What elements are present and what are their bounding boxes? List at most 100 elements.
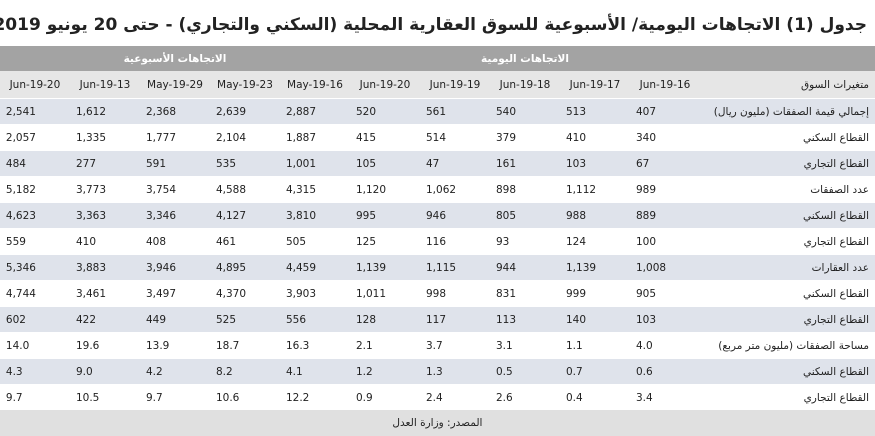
value-cell: 889 bbox=[630, 202, 700, 229]
row-label: إجمالي قيمة الصفقات (مليون ريال) bbox=[700, 98, 875, 125]
row-label: عدد العقارات bbox=[700, 254, 875, 281]
column-header: متغيرات السوق bbox=[700, 71, 875, 99]
row-label: القطاع السكني bbox=[700, 358, 875, 385]
row-label: القطاع التجاري bbox=[700, 228, 875, 255]
value-cell: 16.3 bbox=[279, 332, 350, 359]
group-header: الاتجاهات الأسبوعية bbox=[0, 46, 350, 71]
value-cell: 340 bbox=[630, 124, 700, 151]
value-cell: 3,810 bbox=[279, 202, 350, 229]
value-cell: 1,335 bbox=[69, 124, 140, 151]
column-header-row: متغيرات السوق 16-Jun-19 17-Jun-19 18-Jun-19… bbox=[0, 71, 875, 99]
value-cell: 2.6 bbox=[490, 384, 560, 410]
value-cell: 999 bbox=[560, 280, 630, 307]
column-header: 29-May-19 bbox=[139, 71, 210, 99]
data-row: القطاع السكني 889 988 805 946 995 3,810 4,127 3,… bbox=[0, 202, 875, 229]
value-cell: 2,368 bbox=[139, 98, 210, 125]
column-header: 20-Jun-19 bbox=[349, 71, 420, 99]
value-cell: 1,062 bbox=[420, 176, 490, 203]
value-cell: 3,883 bbox=[69, 254, 140, 281]
row-label: القطاع السكني bbox=[700, 124, 875, 151]
value-cell: 1,139 bbox=[560, 254, 630, 281]
value-cell: 3,363 bbox=[69, 202, 140, 229]
value-cell: 0.6 bbox=[630, 358, 700, 385]
value-cell: 2,639 bbox=[209, 98, 280, 125]
value-cell: 4.3 bbox=[0, 358, 70, 385]
value-cell: 379 bbox=[490, 124, 560, 151]
value-cell: 1.2 bbox=[349, 358, 420, 385]
value-cell: 9.7 bbox=[0, 384, 70, 410]
row-label: القطاع السكني bbox=[700, 202, 875, 229]
value-cell: 998 bbox=[420, 280, 490, 307]
data-row: عدد العقارات 1,008 1,139 944 1,115 1,139 4,459… bbox=[0, 254, 875, 281]
value-cell: 561 bbox=[420, 98, 490, 125]
value-cell: 514 bbox=[420, 124, 490, 151]
data-row: عدد الصفقات 989 1,112 898 1,062 1,120 4,315 4,5… bbox=[0, 176, 875, 203]
data-row: القطاع السكني 905 999 831 998 1,011 3,903 4,370… bbox=[0, 280, 875, 307]
value-cell: 5,346 bbox=[0, 254, 70, 281]
value-cell: 1,120 bbox=[349, 176, 420, 203]
value-cell: 410 bbox=[69, 228, 140, 255]
value-cell: 117 bbox=[420, 306, 490, 333]
value-cell: 3,773 bbox=[69, 176, 140, 203]
value-cell: 1,008 bbox=[630, 254, 700, 281]
value-cell: 125 bbox=[349, 228, 420, 255]
row-label: القطاع التجاري bbox=[700, 306, 875, 333]
value-cell: 1,112 bbox=[560, 176, 630, 203]
value-cell: 0.4 bbox=[560, 384, 630, 410]
value-cell: 989 bbox=[630, 176, 700, 203]
value-cell: 4,127 bbox=[209, 202, 280, 229]
value-cell: 0.5 bbox=[490, 358, 560, 385]
value-cell: 805 bbox=[490, 202, 560, 229]
value-cell: 13.9 bbox=[139, 332, 210, 359]
value-cell: 0.7 bbox=[560, 358, 630, 385]
value-cell: 484 bbox=[0, 150, 70, 177]
value-cell: 1,887 bbox=[279, 124, 350, 151]
value-cell: 1,612 bbox=[69, 98, 140, 125]
value-cell: 415 bbox=[349, 124, 420, 151]
column-header: 16-May-19 bbox=[279, 71, 350, 99]
value-cell: 19.6 bbox=[69, 332, 140, 359]
value-cell: 4.0 bbox=[630, 332, 700, 359]
value-cell: 1,115 bbox=[420, 254, 490, 281]
row-label: القطاع التجاري bbox=[700, 384, 875, 410]
value-cell: 535 bbox=[209, 150, 280, 177]
column-header: 19-Jun-19 bbox=[420, 71, 490, 99]
value-cell: 513 bbox=[560, 98, 630, 125]
value-cell: 277 bbox=[69, 150, 140, 177]
value-cell: 14.0 bbox=[0, 332, 70, 359]
value-cell: 2,541 bbox=[0, 98, 70, 125]
value-cell: 461 bbox=[209, 228, 280, 255]
value-cell: 93 bbox=[490, 228, 560, 255]
value-cell: 1,777 bbox=[139, 124, 210, 151]
value-cell: 4,370 bbox=[209, 280, 280, 307]
value-cell: 505 bbox=[279, 228, 350, 255]
value-cell: 1,139 bbox=[349, 254, 420, 281]
value-cell: 67 bbox=[630, 150, 700, 177]
value-cell: 3,346 bbox=[139, 202, 210, 229]
data-row: القطاع التجاري 67 103 161 47 105 1,001 535 591 27… bbox=[0, 150, 875, 177]
value-cell: 602 bbox=[0, 306, 70, 333]
value-cell: 2.4 bbox=[420, 384, 490, 410]
value-cell: 1,011 bbox=[349, 280, 420, 307]
value-cell: 4.1 bbox=[279, 358, 350, 385]
value-cell: 10.5 bbox=[69, 384, 140, 410]
row-label: القطاع التجاري bbox=[700, 150, 875, 177]
value-cell: 113 bbox=[490, 306, 560, 333]
column-header: 20-Jun-19 bbox=[0, 71, 70, 99]
value-cell: 3.1 bbox=[490, 332, 560, 359]
value-cell: 525 bbox=[209, 306, 280, 333]
value-cell: 10.6 bbox=[209, 384, 280, 410]
blank-cell bbox=[700, 46, 875, 71]
value-cell: 9.0 bbox=[69, 358, 140, 385]
column-header: 13-Jun-19 bbox=[69, 71, 140, 99]
value-cell: 2,887 bbox=[279, 98, 350, 125]
data-row: القطاع السكني 0.6 0.7 0.5 1.3 1.2 4.1 8.2 4.2 9.0… bbox=[0, 358, 875, 385]
value-cell: 3,946 bbox=[139, 254, 210, 281]
row-label: مساحة الصفقات (مليون متر مربع) bbox=[700, 332, 875, 359]
group-header: الاتجاهات اليومية bbox=[349, 46, 700, 71]
table-title: جدول (1) الاتجاهات اليومية/ الأسبوعية لل… bbox=[0, 15, 867, 35]
value-cell: 2,104 bbox=[209, 124, 280, 151]
value-cell: 1.3 bbox=[420, 358, 490, 385]
row-label: عدد الصفقات bbox=[700, 176, 875, 203]
